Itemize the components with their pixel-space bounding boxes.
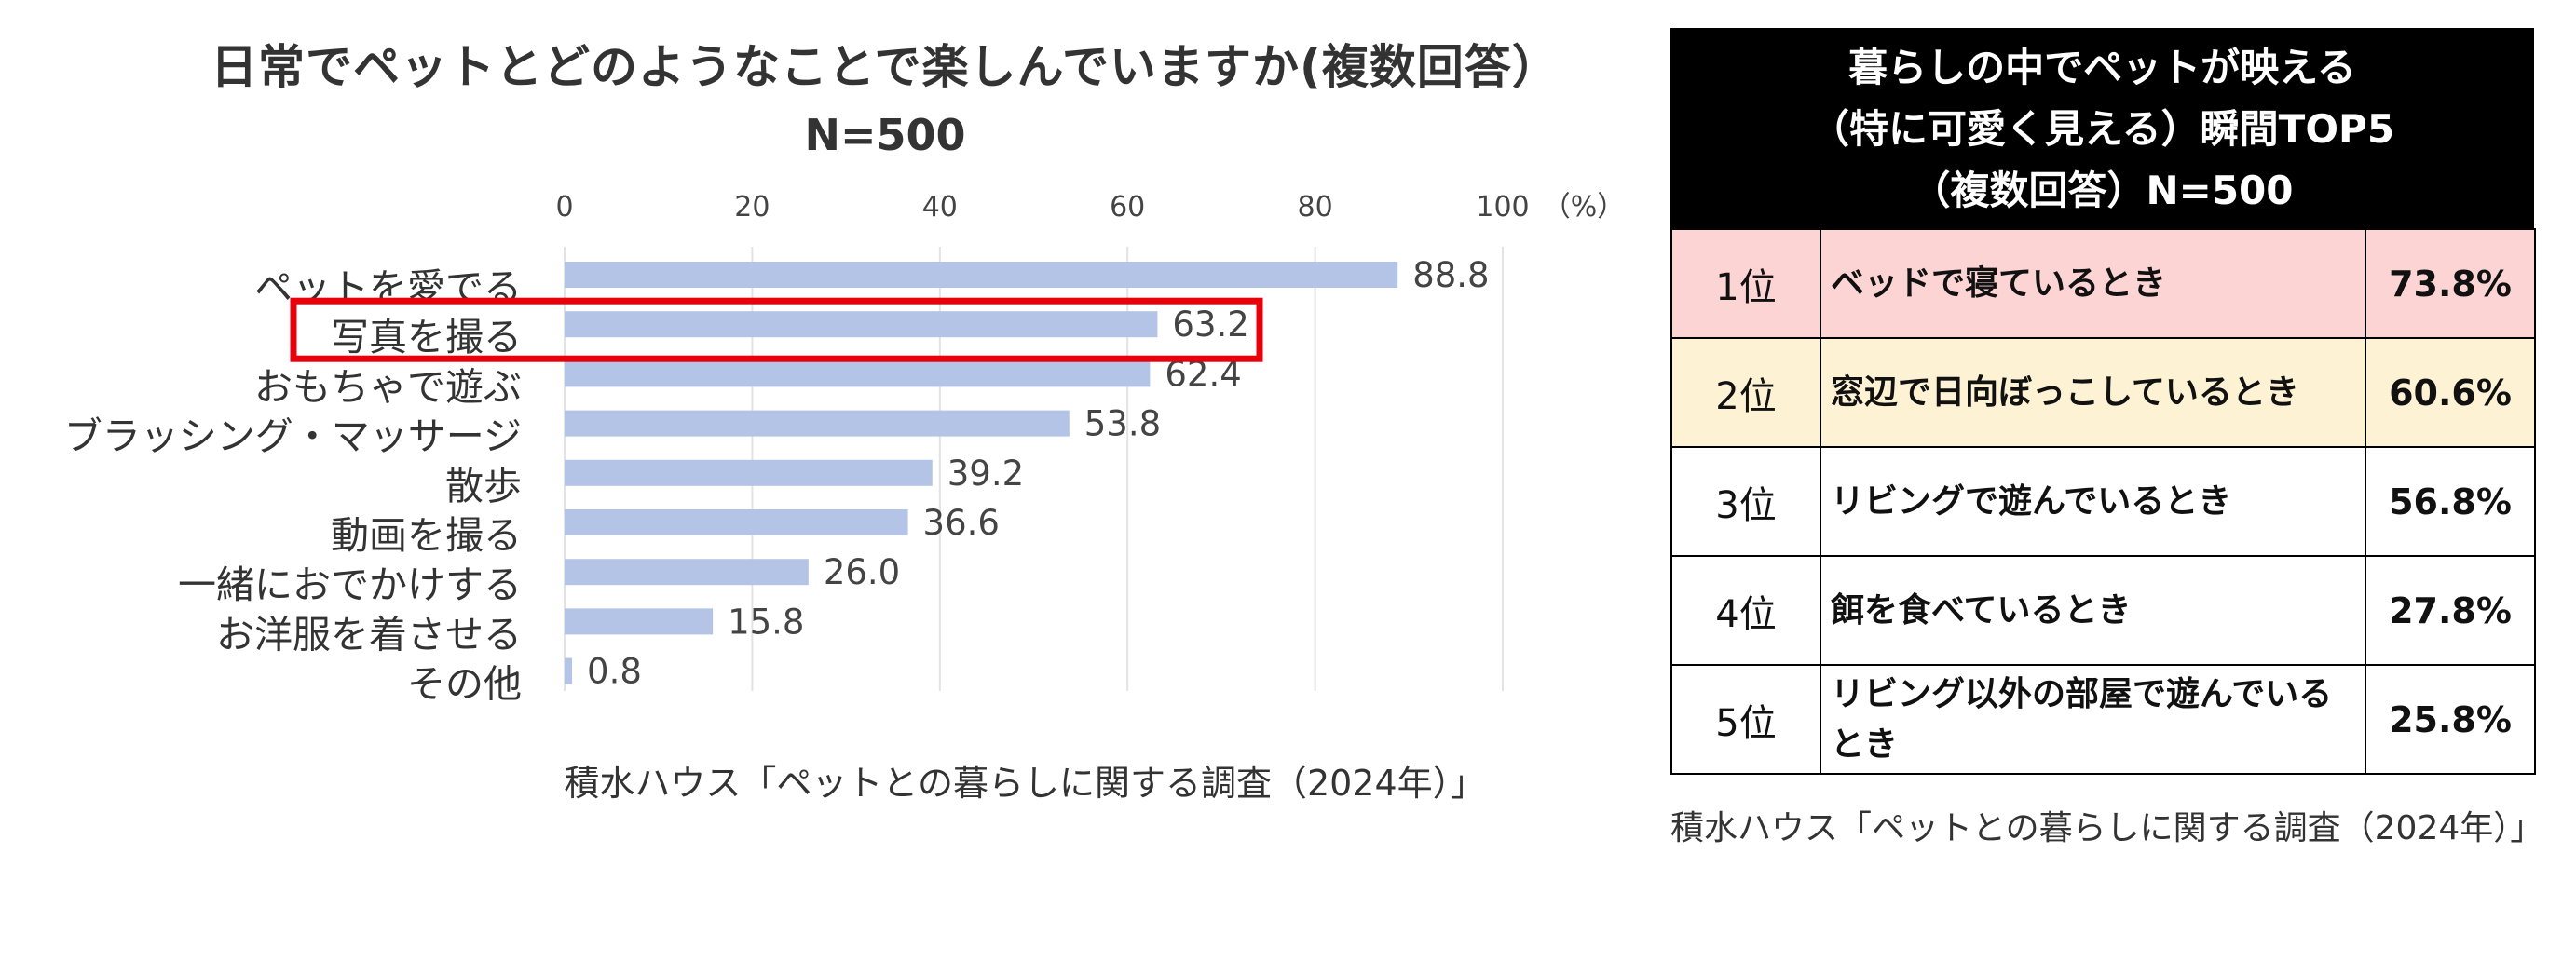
ranking-row-1: 1位 ベッドで寝ているとき 73.8% bbox=[1670, 228, 2536, 339]
bar bbox=[565, 459, 933, 486]
ranking-panel: 暮らしの中でペットが映える （特に可愛く見える）瞬間TOP5 （複数回答）N=5… bbox=[1670, 28, 2544, 849]
category-label: 一緒におでかけする bbox=[178, 562, 522, 607]
chart-title: 日常でペットとどのようなことで楽しんでいますか(複数回答） bbox=[211, 40, 1560, 94]
chart-source: 積水ハウス「ペットとの暮らしに関する調査（2024年）」 bbox=[564, 763, 1486, 804]
rank-percent: 60.6% bbox=[2365, 337, 2536, 448]
category-label: その他 bbox=[407, 662, 522, 707]
bar bbox=[565, 559, 809, 586]
ranking-row-4: 4位 餌を食べているとき 27.8% bbox=[1670, 555, 2536, 666]
bar bbox=[565, 657, 573, 684]
category-labels: ペットを愛でる写真を撮るおもちゃで遊ぶブラッシング・マッサージ散歩動画を撮る一緒… bbox=[64, 265, 522, 707]
x-tick-label: 100 bbox=[1476, 191, 1529, 224]
highlight-box bbox=[290, 297, 1263, 362]
ranking-header: 暮らしの中でペットが映える （特に可愛く見える）瞬間TOP5 （複数回答）N=5… bbox=[1670, 28, 2534, 228]
ranking-table: 1位 ベッドで寝ているとき 73.8% 2位 窓辺で日向ぼっこしているとき 60… bbox=[1670, 228, 2536, 775]
rank-description: リビングで遊んでいるとき bbox=[1820, 446, 2366, 557]
ranking-row-3: 3位 リビングで遊んでいるとき 56.8% bbox=[1670, 446, 2536, 557]
value-label: 26.0 bbox=[824, 552, 900, 592]
value-label: 15.8 bbox=[728, 602, 804, 642]
value-label: 53.8 bbox=[1084, 404, 1161, 444]
rank-cell: 3位 bbox=[1670, 446, 1821, 557]
category-label: お洋服を着させる bbox=[216, 612, 522, 657]
rank-description: 窓辺で日向ぼっこしているとき bbox=[1820, 337, 2366, 448]
x-tick-label: 80 bbox=[1298, 191, 1333, 224]
bar-chart-panel: 日常でペットとどのようなことで楽しんでいますか(複数回答） N=500 0 20 4… bbox=[64, 40, 1625, 804]
ranking-row-2: 2位 窓辺で日向ぼっこしているとき 60.6% bbox=[1670, 337, 2536, 448]
bars bbox=[565, 262, 1398, 684]
rank-percent: 25.8% bbox=[2365, 664, 2536, 775]
x-axis-unit-label: （%） bbox=[1543, 191, 1626, 224]
value-label: 36.6 bbox=[923, 503, 1000, 543]
highlight-layer bbox=[290, 297, 1263, 362]
category-label: ブラッシング・マッサージ bbox=[64, 414, 522, 459]
rank-cell: 1位 bbox=[1670, 228, 1821, 339]
rank-percent: 27.8% bbox=[2365, 555, 2536, 666]
x-tick-label: 20 bbox=[734, 191, 770, 224]
bar bbox=[565, 509, 908, 535]
category-label: 散歩 bbox=[445, 464, 522, 508]
rank-cell: 2位 bbox=[1670, 337, 1821, 448]
x-tick-label: 0 bbox=[555, 191, 573, 224]
category-label: 写真を撮る bbox=[331, 315, 522, 359]
value-labels: 88.863.262.453.839.236.626.015.80.8 bbox=[587, 255, 1490, 692]
category-label: 動画を撮る bbox=[331, 513, 522, 558]
x-axis-ticks: 0 20 40 60 80 100 （%） bbox=[555, 191, 1625, 224]
rank-cell: 4位 bbox=[1670, 555, 1821, 666]
ranking-source: 積水ハウス「ペットとの暮らしに関する調査（2024年）」 bbox=[1670, 809, 2544, 847]
value-label: 0.8 bbox=[587, 652, 642, 692]
category-label: おもちゃで遊ぶ bbox=[254, 364, 522, 409]
bar bbox=[565, 608, 714, 635]
x-tick-label: 60 bbox=[1110, 191, 1145, 224]
chart-subtitle: N=500 bbox=[804, 110, 966, 160]
bar bbox=[565, 410, 1070, 437]
value-label: 63.2 bbox=[1172, 305, 1248, 345]
rank-cell: 5位 bbox=[1670, 664, 1821, 775]
value-label: 39.2 bbox=[947, 454, 1024, 494]
value-label: 88.8 bbox=[1412, 255, 1489, 295]
rank-percent: 73.8% bbox=[2365, 228, 2536, 339]
chart-svg: 0 20 40 60 80 100 （%） ペットを愛でる写真を撮るおもちゃで遊ぶブラッシン… bbox=[64, 191, 1625, 707]
bar bbox=[565, 360, 1151, 387]
ranking-header-line-2: （特に可愛く見える）瞬間TOP5 bbox=[1809, 106, 2395, 152]
ranking-header-line-3: （複数回答）N=500 bbox=[1911, 168, 2294, 213]
bar bbox=[565, 262, 1398, 288]
ranking-header-line-1: 暮らしの中でペットが映える bbox=[1848, 45, 2356, 90]
rank-description: リビング以外の部屋で遊んでいるとき bbox=[1820, 664, 2366, 775]
rank-description: ベッドで寝ているとき bbox=[1820, 228, 2366, 339]
rank-description: 餌を食べているとき bbox=[1820, 555, 2366, 666]
bar bbox=[565, 311, 1158, 338]
x-tick-label: 40 bbox=[922, 191, 958, 224]
rank-percent: 56.8% bbox=[2365, 446, 2536, 557]
ranking-row-5: 5位 リビング以外の部屋で遊んでいるとき 25.8% bbox=[1670, 664, 2536, 775]
